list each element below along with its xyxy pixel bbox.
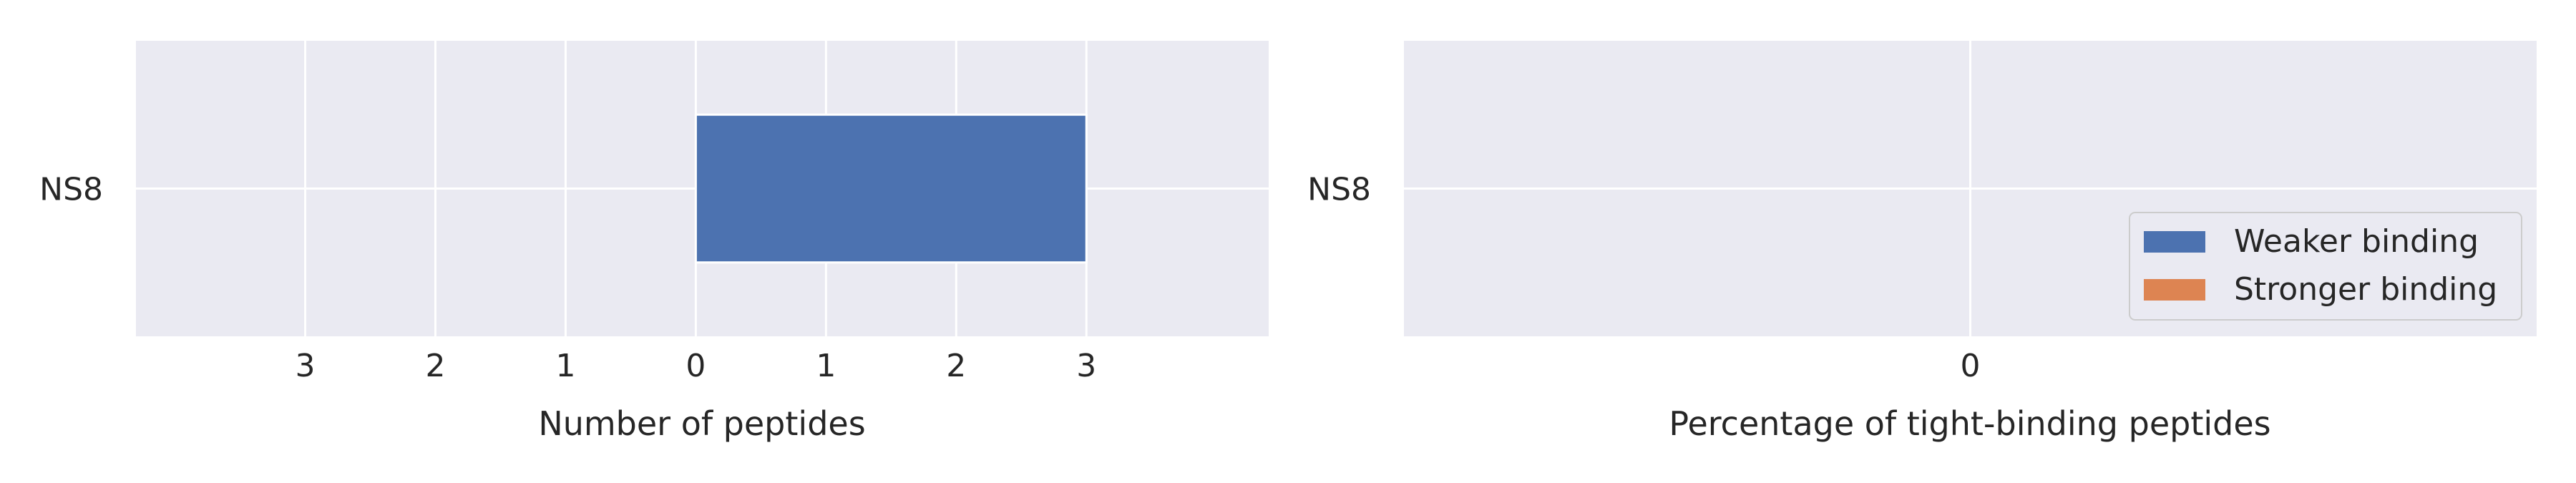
- x-tick-label: 2: [946, 348, 966, 384]
- x-tick-labels: 0: [1961, 348, 1981, 384]
- legend-swatch-stronger-binding: [2144, 279, 2205, 301]
- bar-weaker-binding: [694, 113, 1088, 264]
- legend-swatch-weaker-binding: [2144, 231, 2205, 253]
- y-tick-labels: NS8: [39, 172, 103, 208]
- x-tick-label: 3: [296, 348, 316, 384]
- x-tick-label: 1: [555, 348, 575, 384]
- legend: Weaker binding Stronger binding: [2129, 212, 2522, 321]
- x-axis-label: Number of peptides: [538, 404, 865, 443]
- x-axis-label: Percentage of tight-binding peptides: [1669, 404, 2270, 443]
- y-tick-label: NS8: [1307, 172, 1371, 208]
- tight-binding-percentage-chart: NS8 0 Percentage of tight-binding peptid…: [1307, 41, 2537, 443]
- x-tick-label: 0: [1961, 348, 1981, 384]
- legend-label-stronger-binding: Stronger binding: [2234, 271, 2497, 308]
- x-tick-label: 3: [1076, 348, 1096, 384]
- grid-lines: [1404, 41, 2537, 336]
- peptide-count-chart: NS8 3 2 1 0 1 2 3 Number of peptides: [39, 41, 1269, 443]
- y-tick-label: NS8: [39, 172, 103, 208]
- legend-label-weaker-binding: Weaker binding: [2234, 223, 2479, 260]
- x-tick-label: 0: [686, 348, 706, 384]
- legend-frame: [2129, 212, 2522, 321]
- x-tick-labels: 3 2 1 0 1 2 3: [296, 348, 1097, 384]
- y-tick-labels: NS8: [1307, 172, 1371, 208]
- x-tick-label: 1: [816, 348, 836, 384]
- x-tick-label: 2: [425, 348, 445, 384]
- bars: [694, 113, 1088, 264]
